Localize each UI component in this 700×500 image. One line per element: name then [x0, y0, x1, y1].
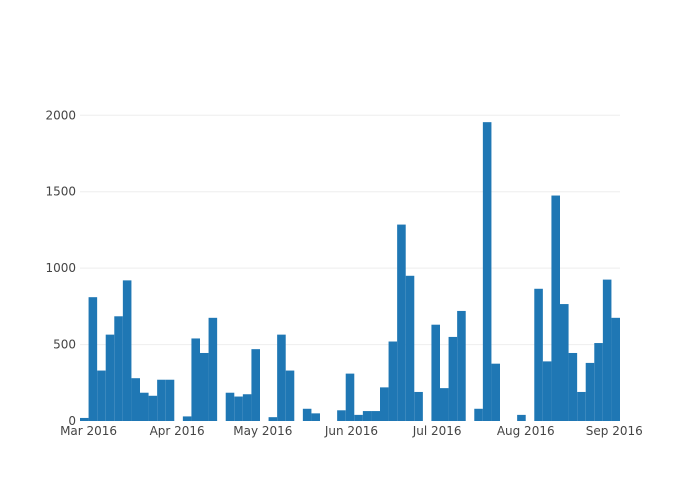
histogram-bar — [225, 392, 235, 421]
x-tick-label: Apr 2016 — [150, 424, 205, 438]
histogram-bar — [345, 373, 355, 421]
gridlines — [80, 114, 620, 346]
histogram-bar — [362, 411, 372, 421]
histogram-bar — [577, 391, 586, 421]
histogram-bar — [371, 411, 380, 421]
y-axis-ticks: 0 500 1000 1500 2000 — [45, 108, 76, 428]
bars — [80, 122, 620, 422]
histogram-bar — [88, 297, 98, 421]
histogram-bar — [491, 363, 500, 421]
histogram-bar — [568, 352, 578, 421]
histogram-bar — [405, 275, 415, 421]
histogram-bar — [165, 379, 175, 421]
histogram-bar — [311, 413, 320, 421]
histogram-bar — [148, 395, 158, 421]
x-tick-label: Sep 2016 — [586, 424, 643, 438]
x-tick-label: Aug 2016 — [497, 424, 555, 438]
histogram-bar — [285, 370, 295, 421]
histogram-bar — [234, 396, 243, 421]
histogram-bar — [380, 387, 389, 421]
histogram-bar — [448, 336, 458, 421]
x-tick-label: Jun 2016 — [324, 424, 378, 438]
histogram-bar — [397, 224, 406, 421]
histogram-bar — [131, 378, 140, 421]
histogram-bar — [388, 341, 398, 421]
histogram-bar — [542, 361, 552, 421]
histogram-bar — [517, 414, 526, 421]
histogram-bar — [182, 416, 192, 421]
histogram-bar — [268, 417, 278, 421]
histogram-bar — [140, 392, 149, 421]
histogram-bar — [482, 122, 492, 422]
x-tick-label: May 2016 — [233, 424, 292, 438]
y-tick-label: 500 — [53, 338, 76, 352]
histogram-bar — [208, 317, 218, 421]
histogram-bar — [200, 352, 209, 421]
y-tick-label: 0 — [68, 414, 76, 428]
histogram-bar — [157, 379, 166, 421]
x-tick-label: Jul 2016 — [412, 424, 462, 438]
histogram-bar — [337, 410, 346, 421]
histogram-bar — [457, 310, 466, 421]
histogram-bar — [551, 195, 560, 421]
x-axis-ticks: Mar 2016 Apr 2016 May 2016 Jun 2016 Jul 2016… — [60, 424, 643, 438]
histogram-bar — [97, 370, 106, 421]
histogram-bar — [602, 279, 612, 421]
histogram-bar — [585, 362, 595, 421]
histogram-bar — [105, 334, 115, 421]
histogram-bar — [302, 408, 312, 421]
histogram-bar — [611, 317, 620, 421]
y-tick-label: 1000 — [45, 261, 76, 275]
histogram-bar — [242, 394, 252, 421]
histogram-bar — [251, 349, 260, 421]
histogram-bar — [277, 334, 286, 421]
histogram-bar — [440, 388, 449, 421]
histogram-bar — [114, 316, 123, 421]
histogram-bar — [594, 343, 603, 421]
histogram-bar — [534, 288, 543, 421]
y-tick-label: 1500 — [45, 185, 76, 199]
histogram-bar — [431, 324, 440, 421]
x-tick-label: Mar 2016 — [60, 424, 117, 438]
histogram-bar — [354, 414, 363, 421]
histogram-bar — [414, 391, 423, 421]
y-tick-label: 2000 — [45, 108, 76, 122]
histogram-bar — [122, 280, 132, 421]
histogram-bar — [191, 338, 200, 421]
histogram-bar — [474, 408, 483, 421]
histogram-bar — [560, 304, 569, 421]
histogram-bar — [80, 417, 89, 421]
